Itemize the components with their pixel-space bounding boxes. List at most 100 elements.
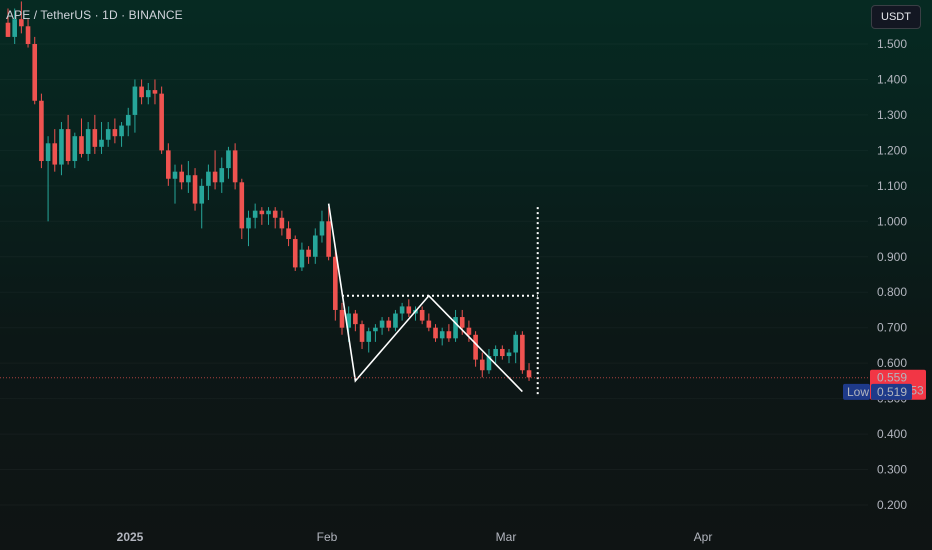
candle-body <box>479 359 485 371</box>
candle-body <box>493 348 498 357</box>
candle-body <box>286 228 291 240</box>
candle-body <box>259 210 265 215</box>
symbol-title[interactable]: APE / TetherUS · 1D · BINANCE <box>6 8 183 22</box>
candle-body <box>459 317 465 328</box>
candle-body <box>466 327 472 335</box>
candle-body <box>473 334 478 360</box>
candle-body <box>125 114 131 126</box>
low-tag <box>843 383 870 400</box>
price-tick-label: 0.600 <box>877 356 907 370</box>
candle-body <box>353 313 358 325</box>
candle-body <box>520 334 525 371</box>
candle-body <box>399 306 405 314</box>
zigzag-line <box>327 203 523 393</box>
candle-body <box>92 129 98 147</box>
candle-body <box>339 309 345 328</box>
time-axis[interactable]: 2025 Feb Mar Apr <box>117 530 713 544</box>
candle-body <box>199 185 205 204</box>
candle-body <box>326 221 331 257</box>
candle-body <box>79 136 84 154</box>
candle-body <box>72 136 78 162</box>
low-value-badge <box>871 383 912 400</box>
candle-body <box>5 22 11 37</box>
price-tick-label: 1.100 <box>877 179 907 193</box>
price-tick-label: 0.900 <box>877 250 907 264</box>
candle-body <box>25 26 31 44</box>
candle-body <box>500 348 505 357</box>
candle-body <box>172 171 178 179</box>
candle-body <box>212 171 218 183</box>
candle-body <box>52 143 58 165</box>
candle-body <box>132 86 138 115</box>
candle-body <box>179 171 184 183</box>
price-tick-label: 1.500 <box>877 37 907 51</box>
candle-body <box>45 143 51 162</box>
candle-body <box>299 249 305 268</box>
price-axis[interactable]: 1.500 1.400 1.300 1.200 1.100 1.000 0.900 0.800… <box>877 37 907 512</box>
candle-body <box>192 175 198 204</box>
price-tick-label: 0.700 <box>877 321 907 335</box>
candle-body <box>85 129 91 154</box>
candle-body <box>433 327 438 339</box>
chart-grid <box>0 44 868 505</box>
candle-body <box>246 217 251 229</box>
candle-body <box>166 150 171 179</box>
price-tick-label: 0.200 <box>877 498 907 512</box>
double-bottom-pattern <box>327 203 539 396</box>
candle-body <box>453 317 458 339</box>
candle-body <box>419 309 425 321</box>
candle-body <box>506 352 512 357</box>
candle-body <box>112 129 118 137</box>
candle-body <box>12 19 17 37</box>
candle-body <box>526 370 532 378</box>
candle-body <box>486 356 492 371</box>
candle-body <box>39 100 44 162</box>
candle-body <box>379 320 385 328</box>
candle-body <box>206 171 211 186</box>
candle-body <box>99 139 104 147</box>
time-tick-label: 2025 <box>117 530 144 544</box>
candle-body <box>393 313 398 328</box>
price-tick-label: 0.800 <box>877 285 907 299</box>
candle-body <box>119 125 124 137</box>
candle-body <box>346 313 351 328</box>
price-badges: 0.559 15:34:53 Low 0.519 <box>843 369 926 400</box>
price-tick-label: 1.000 <box>877 214 907 228</box>
candle-body <box>446 331 452 339</box>
candle-body <box>266 210 271 215</box>
candle-body <box>145 90 151 98</box>
candle-body <box>105 129 111 140</box>
candle-body <box>219 168 225 183</box>
candle-body <box>152 90 158 94</box>
candle-body <box>226 150 231 169</box>
candle-body <box>65 129 71 162</box>
candle-body <box>59 129 64 165</box>
low-tag-label: Low <box>847 385 869 399</box>
candle-body <box>306 249 311 257</box>
candle-body <box>186 175 191 183</box>
candle-body <box>32 44 38 101</box>
time-tick-label: Mar <box>496 530 517 544</box>
candle-body <box>239 182 245 229</box>
candle-body <box>139 86 144 98</box>
low-value: 0.519 <box>877 385 907 399</box>
time-tick-label: Apr <box>694 530 713 544</box>
candle-body <box>159 93 164 151</box>
price-tick-label: 1.400 <box>877 72 907 86</box>
price-tick-label: 1.300 <box>877 108 907 122</box>
candle-body <box>232 150 238 183</box>
candle-body <box>359 324 365 342</box>
candle-body <box>252 210 258 218</box>
candle-body <box>513 334 518 353</box>
candle-body <box>19 19 24 27</box>
candle-body <box>292 239 298 268</box>
currency-button[interactable]: USDT <box>871 5 921 29</box>
current-price-value: 0.559 <box>877 371 907 385</box>
candle-body <box>366 331 372 342</box>
candlestick-series <box>5 1 532 381</box>
candle-body <box>333 256 338 310</box>
candle-body <box>439 331 445 339</box>
candle-body <box>386 320 392 328</box>
candle-body <box>279 217 285 229</box>
